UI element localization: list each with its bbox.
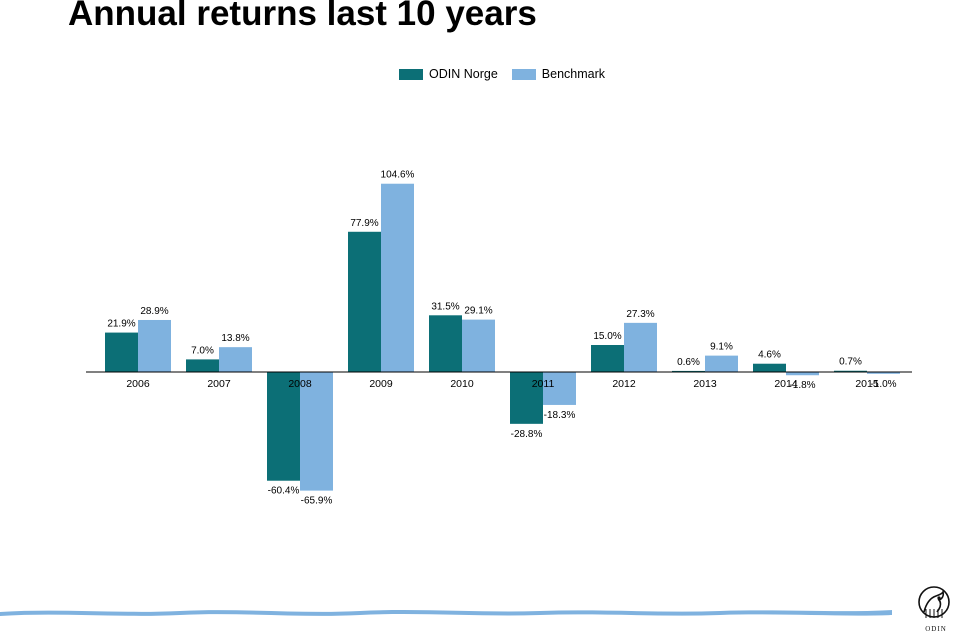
data-label-odin-norge-2006: 21.9% [107, 319, 135, 330]
data-label-odin-norge-2013: 0.6% [677, 357, 700, 368]
legend-swatch-benchmark [511, 68, 536, 80]
data-label-odin-norge-2007: 7.0% [191, 345, 214, 356]
bar-benchmark-2006 [138, 319, 171, 372]
data-label-benchmark-2007: 13.8% [221, 333, 249, 344]
bar-benchmark-2014 [786, 372, 819, 376]
data-label-odin-norge-2008: -60.4% [268, 486, 300, 497]
legend-label-benchmark: Benchmark [541, 67, 606, 81]
bar-chart: 21.9% 28.9% 2006 7.0% 13.8% 2007 -60.4%-65.9% 2… [86, 170, 912, 507]
data-label-odin-norge-2012: 15.0% [593, 331, 621, 342]
bar-odin-norge-2009 [348, 231, 381, 372]
x-tick-label-2007: 2007 [207, 378, 231, 390]
x-tick-label-2011: 2011 [532, 378, 555, 390]
data-label-benchmark-2010: 29.1% [464, 306, 492, 317]
data-label-odin-norge-2009: 77.9% [350, 218, 378, 229]
bar-odin-norge-2010 [429, 315, 462, 372]
bar-odin-norge-2015 [834, 370, 867, 372]
x-tick-label-2009: 2009 [369, 378, 393, 390]
bar-odin-norge-2012 [591, 345, 624, 372]
x-tick-label-2014: 2014 [774, 378, 798, 390]
x-tick-label-2015: 2015 [855, 378, 879, 390]
data-label-benchmark-2014: -1.8% [789, 380, 815, 391]
x-tick-label-2010: 2010 [450, 378, 474, 390]
bar-benchmark-2009 [381, 183, 414, 372]
data-label-benchmark-2013: 9.1% [710, 342, 733, 353]
data-label-odin-norge-2010: 31.5% [431, 301, 459, 312]
data-label-benchmark-2008: -65.9% [301, 496, 333, 507]
odin-logo: ODIN [918, 586, 950, 633]
bar-benchmark-2015 [867, 372, 900, 374]
x-tick-label-2006: 2006 [126, 378, 150, 390]
x-tick-label-2008: 2008 [288, 378, 312, 390]
data-label-benchmark-2015: -1.0% [870, 379, 896, 390]
bar-odin-norge-2011 [510, 372, 543, 424]
data-label-benchmark-2006: 28.9% [140, 306, 168, 317]
legend-swatch-odin-norge [399, 68, 423, 80]
data-label-benchmark-2012: 27.3% [626, 309, 654, 320]
legend-label-odin-norge: ODIN Norge [429, 67, 498, 81]
bar-benchmark-2010 [462, 319, 495, 372]
logo-text: ODIN [925, 625, 947, 633]
data-label-benchmark-2009: 104.6% [381, 170, 415, 181]
data-label-odin-norge-2011: -28.8% [511, 429, 543, 440]
bar-odin-norge-2006 [105, 332, 138, 372]
legend-item-benchmark: Benchmark [511, 67, 606, 81]
bar-odin-norge-2014 [753, 363, 786, 372]
bar-benchmark-2007 [219, 347, 252, 372]
bar-odin-norge-2008 [267, 372, 300, 481]
bar-benchmark-2008 [300, 372, 333, 491]
footer-wave-line [0, 610, 892, 616]
data-label-benchmark-2011: -18.3% [544, 410, 576, 421]
x-tick-label-2013: 2013 [693, 378, 717, 390]
legend: ODIN Norge Benchmark [399, 64, 619, 84]
data-label-odin-norge-2015: 0.7% [839, 357, 862, 368]
bar-benchmark-2012 [624, 322, 657, 372]
bar-benchmark-2013 [705, 355, 738, 372]
bar-odin-norge-2007 [186, 359, 219, 372]
data-label-odin-norge-2014: 4.6% [758, 350, 781, 361]
chart-title: Annual returns last 10 years [68, 0, 537, 33]
x-tick-label-2012: 2012 [612, 378, 636, 390]
bar-benchmark-2011 [543, 372, 576, 405]
legend-item-odin-norge: ODIN Norge [399, 67, 498, 81]
